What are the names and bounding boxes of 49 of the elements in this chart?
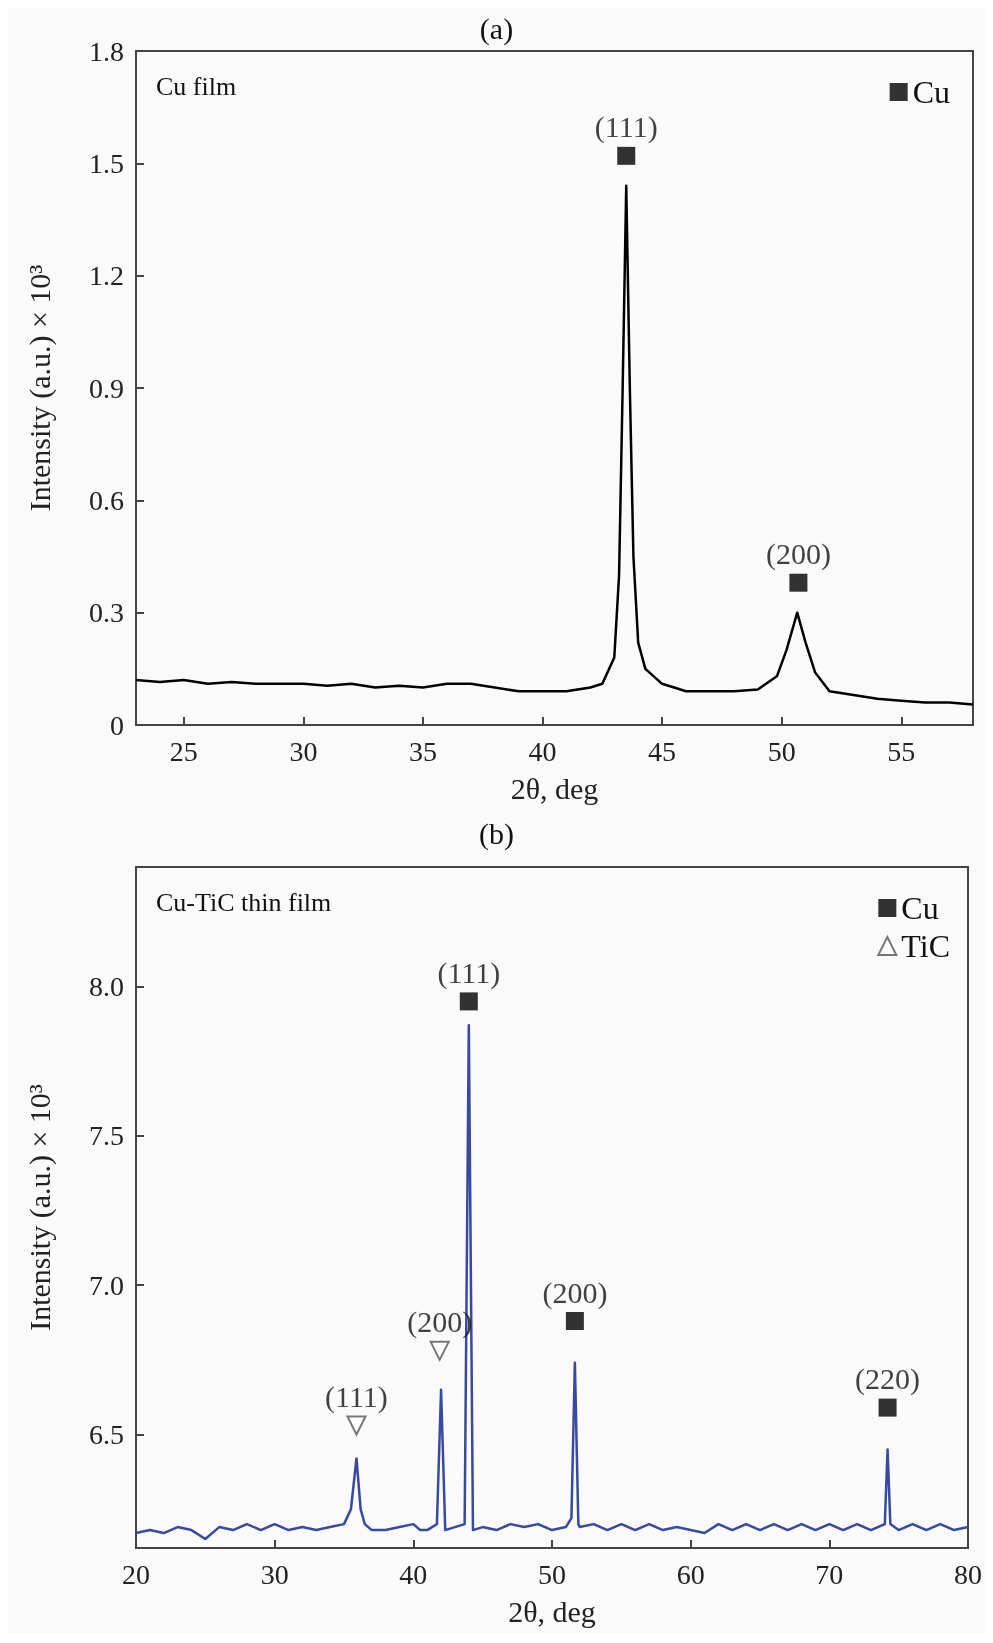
y-tick-label: 0: [110, 709, 124, 741]
y-tick-label: 0.3: [89, 597, 124, 629]
x-tick-label: 25: [169, 735, 198, 767]
y-tick-label: 7.5: [89, 1120, 124, 1152]
point: [565, 1312, 584, 1330]
point: [878, 1398, 897, 1417]
y-tick-label: 1.2: [89, 260, 124, 292]
annotation: (111): [325, 1380, 388, 1415]
annotation: (220): [855, 1362, 921, 1397]
annotation: (200): [542, 1275, 608, 1310]
line-series: [134, 184, 975, 706]
x-tick-label: 50: [538, 1558, 566, 1590]
y-axis-title: Intensity (a.u.) × 10³: [22, 1084, 57, 1331]
legend-label: TiC: [901, 928, 950, 964]
x-tick-label: 35: [408, 735, 437, 767]
point: [429, 1340, 450, 1361]
x-tick-label: 45: [648, 735, 677, 767]
annotation: Cu film: [156, 71, 237, 101]
x-tick-label: 30: [260, 1558, 289, 1590]
y-tick-label: 0.6: [89, 484, 124, 516]
x-tick-label: 40: [528, 735, 557, 767]
y-tick-label: 1.8: [89, 35, 124, 67]
x-tick-label: 50: [767, 735, 796, 767]
y-tick-label: 7.0: [89, 1269, 124, 1301]
x-tick-label: 40: [399, 1558, 428, 1590]
x-axis-title: 2θ, deg: [508, 1594, 596, 1628]
point: [459, 992, 478, 1011]
chart-title: (b): [479, 816, 514, 851]
annotation: Cu-TiC thin film: [156, 887, 332, 917]
line-series: [134, 1024, 970, 1541]
x-tick-label: 20: [122, 1558, 150, 1590]
annotation: (200): [765, 537, 831, 572]
y-axis-title: Intensity (a.u.) × 10³: [22, 264, 57, 512]
legend-label: Cu: [912, 74, 950, 110]
x-axis-title: 2θ, deg: [510, 771, 599, 805]
chart-title: (a): [479, 11, 514, 46]
x-tick-label: 60: [676, 1558, 705, 1590]
y-tick-label: 0.9: [89, 372, 124, 404]
x-tick-label: 70: [815, 1558, 844, 1590]
x-tick-label: 80: [954, 1558, 982, 1590]
annotation: (111): [594, 110, 658, 145]
legend-label: Cu: [901, 890, 939, 926]
point: [346, 1415, 367, 1436]
annotation: (111): [437, 955, 501, 990]
x-tick-label: 55: [887, 735, 916, 767]
y-tick-label: 8.0: [89, 970, 124, 1002]
x-tick-label: 30: [289, 735, 318, 767]
y-tick-label: 6.5: [89, 1419, 124, 1450]
y-tick-label: 1.5: [89, 147, 124, 179]
